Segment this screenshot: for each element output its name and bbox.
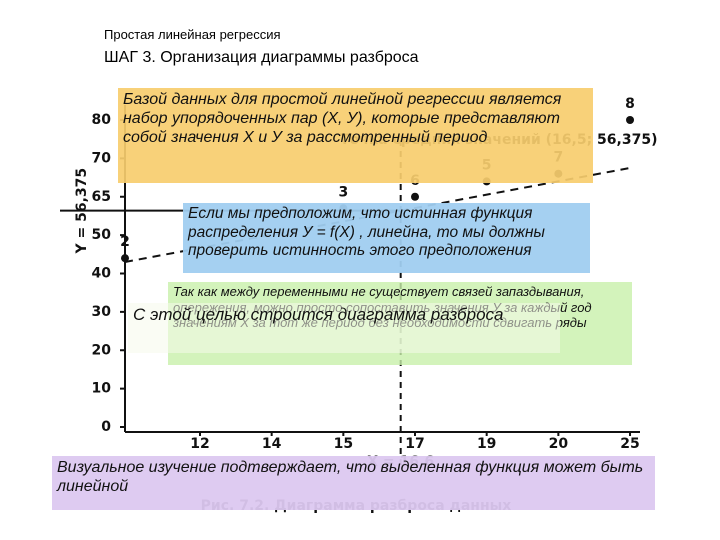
slide-subtitle: ШАГ 3. Организация диаграммы разброса [104,49,419,66]
x-tick-label: 25 [620,436,639,452]
slide-title: Простая линейная регрессия [104,27,281,42]
mean-y-label: Y = 56,375 [74,168,90,255]
note-box: С этой целью строится диаграмма разброса [128,303,560,353]
point-label: 2 [120,234,130,250]
data-point [626,116,635,124]
point-label: 3 [338,184,348,200]
note-box: Если мы предположим, что истинная функци… [183,203,590,273]
y-tick-label: 0 [101,419,111,435]
y-tick-label: 65 [92,189,111,205]
data-point [121,254,129,263]
y-tick-label: 80 [92,112,112,128]
x-tick-label: 17 [405,436,424,452]
note-box: Визуальное изучение подтверждает, что вы… [52,456,655,510]
y-tick-label: 40 [92,266,112,282]
y-tick-label: 50 [92,227,112,243]
x-tick-label: 20 [549,436,569,452]
point-label: 8 [625,96,635,112]
x-tick-label: 19 [477,436,496,452]
x-tick-label: 14 [262,436,282,452]
y-tick-label: 30 [92,304,112,320]
y-tick-label: 70 [92,150,112,166]
note-box: Базой данных для простой линейной регрес… [118,88,593,183]
x-tick-label: 15 [334,436,353,452]
x-tick-label: 12 [190,436,209,452]
y-tick-label: 10 [92,381,112,397]
y-tick-label: 20 [92,342,112,358]
data-point [411,192,420,201]
